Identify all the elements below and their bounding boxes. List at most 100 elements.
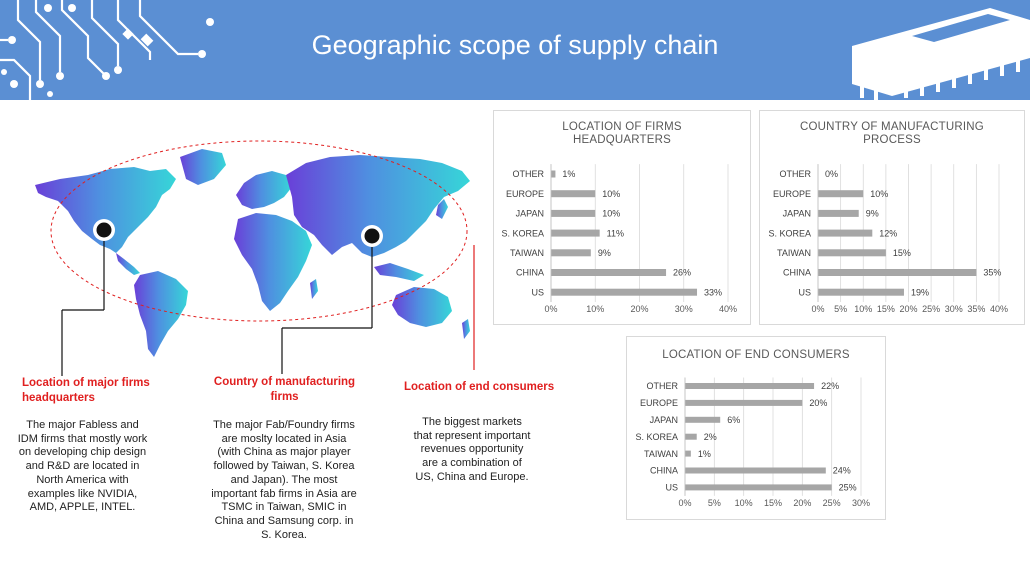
- data-label: 11%: [607, 228, 624, 238]
- bar: [685, 467, 826, 474]
- category-label: OTHER: [647, 381, 679, 391]
- bar: [551, 190, 596, 198]
- data-label: 20%: [809, 398, 827, 408]
- bar: [685, 416, 721, 423]
- data-label: 19%: [911, 287, 929, 297]
- x-tick-label: 10%: [854, 304, 872, 314]
- data-label: 1%: [698, 449, 711, 459]
- category-label: US: [531, 287, 544, 297]
- marker-asia: [361, 225, 383, 247]
- bar: [685, 433, 697, 440]
- category-label: TAIWAN: [644, 449, 678, 459]
- x-tick-label: 30%: [945, 304, 963, 314]
- x-tick-label: 15%: [877, 304, 895, 314]
- category-label: TAIWAN: [777, 248, 811, 258]
- bar: [818, 288, 904, 296]
- x-tick-label: 30%: [675, 304, 693, 314]
- data-label: 1%: [562, 169, 575, 179]
- bar: [818, 249, 886, 257]
- bar: [685, 450, 691, 457]
- bar: [685, 484, 832, 491]
- header-banner: Geographic scope of supply chain: [0, 0, 1030, 100]
- chart-title: LOCATION OF END CONSUMERS: [662, 349, 850, 361]
- data-label: 35%: [983, 268, 1001, 278]
- category-label: EUROPE: [773, 189, 811, 199]
- asia-shape: [286, 155, 470, 257]
- africa-shape: [234, 213, 312, 311]
- callout-desc-end-consumers: The biggest markets that represent impor…: [413, 416, 531, 483]
- bar: [551, 229, 600, 237]
- bar: [818, 209, 859, 217]
- callout-desc-headquarters: The major Fabless and IDM firms that mos…: [17, 419, 148, 514]
- category-label: JAPAN: [650, 415, 678, 425]
- category-label: US: [798, 287, 811, 297]
- x-tick-label: 10%: [735, 498, 753, 508]
- world-map: [35, 149, 470, 357]
- data-label: 9%: [866, 209, 879, 219]
- chart-title: LOCATION OF FIRMS HEADQUARTERS: [562, 121, 682, 146]
- central-america-shape: [116, 253, 140, 275]
- chip-decoration-right: [852, 8, 1030, 100]
- x-tick-label: 40%: [719, 304, 737, 314]
- indonesia-shape: [374, 263, 424, 281]
- madagascar-shape: [310, 279, 318, 299]
- callout-label-headquarters: Location of major firms headquarters: [22, 377, 150, 404]
- x-tick-label: 10%: [586, 304, 604, 314]
- x-tick-label: 5%: [834, 304, 847, 314]
- chart-manufacturing-process: COUNTRY OF MANUFACTURING PROCESS 0% 5% 10%…: [759, 110, 1025, 325]
- data-label: 6%: [727, 415, 740, 425]
- category-label: CHINA: [650, 466, 678, 476]
- data-label: 0%: [825, 169, 838, 179]
- category-label: S. KOREA: [635, 432, 678, 442]
- callout-label-manufacturing: Country of manufacturing firms: [213, 376, 356, 403]
- data-label: 10%: [602, 189, 620, 199]
- category-label: OTHER: [780, 169, 812, 179]
- x-tick-label: 35%: [967, 304, 985, 314]
- bar: [818, 190, 864, 198]
- bar: [818, 269, 977, 276]
- data-label: 22%: [821, 381, 839, 391]
- category-label: CHINA: [516, 268, 544, 278]
- category-label: US: [665, 483, 678, 493]
- category-label: S. KOREA: [768, 228, 811, 238]
- chart-end-consumers: LOCATION OF END CONSUMERS 0% 5% 10% 15% 20% 2…: [626, 336, 886, 520]
- japan-shape: [436, 199, 448, 219]
- category-label: CHINA: [783, 268, 811, 278]
- marker-north-america: [93, 219, 115, 241]
- category-label: JAPAN: [783, 209, 811, 219]
- category-label: EUROPE: [640, 398, 678, 408]
- bar: [685, 383, 815, 389]
- data-label: 15%: [893, 248, 911, 258]
- x-tick-label: 25%: [922, 304, 940, 314]
- x-tick-label: 15%: [764, 498, 782, 508]
- callout-overlay: [50, 140, 475, 376]
- callout-desc-manufacturing: The major Fab/Foundry firms are moslty l…: [211, 419, 357, 541]
- data-label: 12%: [879, 228, 897, 238]
- chart-title: COUNTRY OF MANUFACTURING PROCESS: [800, 121, 984, 146]
- callout-label-end-consumers: Location of end consumers: [404, 381, 555, 393]
- north-america-shape: [35, 167, 176, 253]
- bar: [551, 249, 591, 257]
- x-tick-label: 5%: [708, 498, 721, 508]
- data-label: 10%: [870, 189, 888, 199]
- category-label: JAPAN: [516, 209, 544, 219]
- x-tick-label: 20%: [630, 304, 648, 314]
- data-label: 33%: [704, 287, 722, 297]
- bar: [551, 170, 556, 178]
- x-tick-label: 40%: [990, 304, 1008, 314]
- x-tick-label: 20%: [793, 498, 811, 508]
- bar: [685, 399, 803, 406]
- data-label: 25%: [839, 483, 857, 493]
- data-label: 10%: [602, 209, 620, 219]
- category-label: OTHER: [513, 169, 545, 179]
- chart-firms-headquarters: LOCATION OF FIRMS HEADQUARTERS 0% 10% 20% 3…: [493, 110, 751, 325]
- new-zealand-shape: [462, 319, 470, 339]
- x-tick-label: 20%: [899, 304, 917, 314]
- europe-shape: [236, 171, 292, 209]
- bar: [818, 229, 873, 237]
- category-label: EUROPE: [506, 189, 544, 199]
- australia-shape: [392, 287, 452, 327]
- data-label: 9%: [598, 248, 611, 258]
- data-label: 2%: [704, 432, 717, 442]
- greenland-shape: [180, 149, 226, 185]
